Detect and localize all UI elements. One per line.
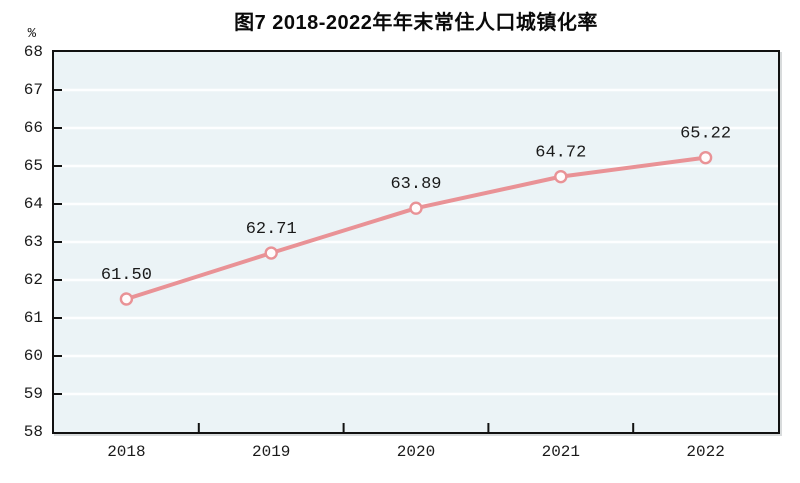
y-tick-label: 64 xyxy=(23,195,43,213)
data-point-label: 64.72 xyxy=(535,144,586,163)
y-tick-label: 68 xyxy=(23,43,43,61)
data-point-marker xyxy=(698,150,713,165)
x-tick-label: 2020 xyxy=(396,443,436,461)
y-tick-label: 59 xyxy=(23,385,43,403)
y-tick-label: 65 xyxy=(23,157,43,175)
data-point-label: 61.50 xyxy=(101,266,152,285)
line-chart-svg: 61.50 62.71 63.89 64.72 65.22 xyxy=(54,52,778,432)
y-tick-label: 62 xyxy=(23,271,43,289)
x-tick-label: 2022 xyxy=(686,443,725,461)
y-tick-label: 61 xyxy=(23,309,43,327)
x-tick-label: 2021 xyxy=(541,443,580,461)
y-tick-label: 66 xyxy=(23,119,43,137)
plot-area: 61.50 62.71 63.89 64.72 65.22 xyxy=(52,50,780,434)
y-tick-label: 58 xyxy=(23,423,43,441)
data-point-marker xyxy=(264,246,278,260)
data-point-label: 62.71 xyxy=(246,220,297,239)
y-tick-label: 67 xyxy=(23,81,43,99)
y-tick-label: 63 xyxy=(23,233,43,251)
x-tick-label: 2018 xyxy=(107,443,146,461)
data-point-marker xyxy=(554,169,568,184)
chart-title: 图7 2018-2022年年末常住人口城镇化率 xyxy=(234,12,598,34)
data-point-label: 65.22 xyxy=(680,125,731,144)
y-tick-label: 60 xyxy=(23,347,43,365)
data-point-label: 63.89 xyxy=(390,175,441,194)
data-point-marker xyxy=(119,292,134,306)
y-axis-unit-label: % xyxy=(27,26,36,42)
data-point-marker xyxy=(409,201,423,215)
x-tick-label: 2019 xyxy=(251,443,291,461)
